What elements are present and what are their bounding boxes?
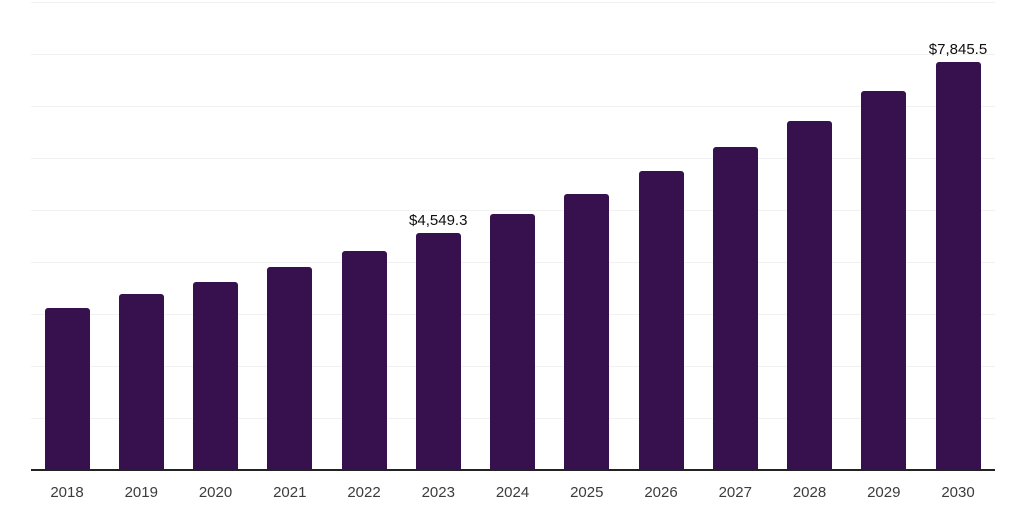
x-axis-label-2020: 2020 (198, 484, 233, 501)
bar-2018 (44, 308, 90, 470)
bar-value-label-2030: $7,845.5 (928, 41, 988, 59)
x-axis-label-2021: 2021 (273, 484, 307, 501)
x-axis-label-2023: 2023 (421, 484, 455, 501)
x-axis-label-2025: 2025 (570, 484, 604, 501)
gridline (31, 209, 995, 211)
bar-2024 (490, 213, 535, 470)
bar-2030 (935, 62, 981, 470)
x-axis-label-2026: 2026 (644, 484, 678, 501)
bar-2020 (193, 282, 238, 470)
x-axis-line (31, 469, 995, 471)
gridline (31, 157, 995, 159)
bar-2029 (861, 90, 907, 470)
bar-2022 (341, 251, 387, 470)
x-axis-label-2022: 2022 (347, 484, 381, 501)
bar-2019 (118, 293, 164, 470)
x-axis-label-2027: 2027 (718, 484, 752, 501)
bar-2027 (712, 147, 758, 470)
x-axis-label-2028: 2028 (792, 484, 827, 501)
x-axis-label-2018: 2018 (50, 484, 84, 501)
bar-value-label-2023: $4,549.3 (409, 212, 468, 230)
x-axis-label-2029: 2029 (867, 484, 901, 501)
bar-2028 (787, 120, 832, 470)
gridline (31, 105, 995, 107)
bar-2021 (267, 266, 313, 470)
bar-2023 (415, 233, 461, 470)
bar-2025 (564, 193, 610, 470)
x-axis-label-2030: 2030 (941, 484, 975, 501)
gridline (31, 1, 995, 3)
gridline (31, 53, 995, 55)
bar-2026 (638, 171, 684, 470)
x-axis-label-2024: 2024 (495, 484, 530, 501)
x-axis-label-2019: 2019 (124, 484, 158, 501)
